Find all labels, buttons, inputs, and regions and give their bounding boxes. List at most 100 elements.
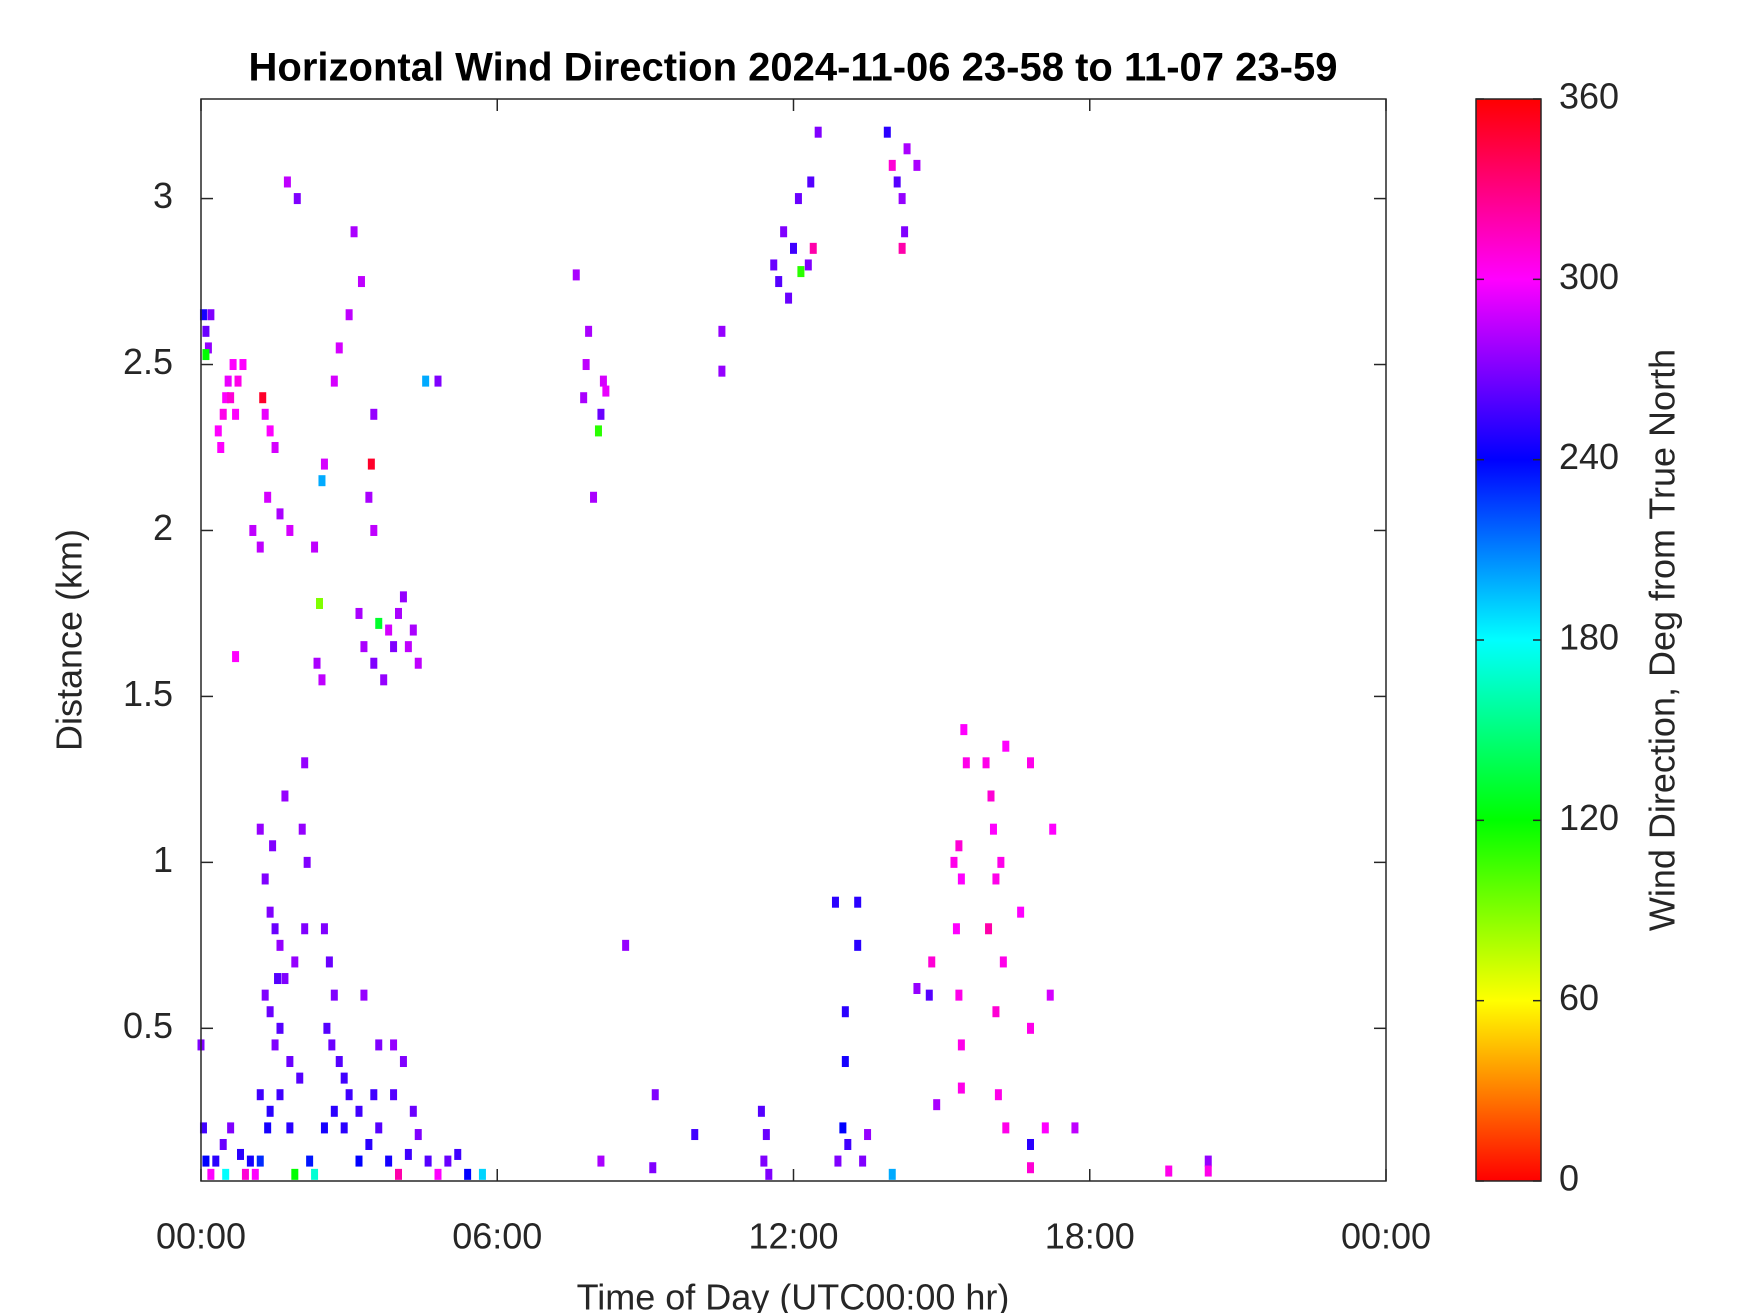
cell — [266, 1006, 274, 1018]
cell — [276, 508, 284, 520]
cell — [957, 873, 965, 885]
colorbar-tick-label: 120 — [1559, 797, 1619, 838]
x-axis-label: Time of Day (UTC00:00 hr) — [577, 1277, 1010, 1313]
cell — [232, 651, 240, 663]
cell — [276, 1022, 284, 1034]
y-tick-label: 1 — [153, 839, 173, 880]
cell — [859, 1155, 867, 1167]
cell — [762, 1129, 770, 1141]
cell — [320, 923, 328, 935]
cell — [831, 896, 839, 908]
cell — [251, 1168, 259, 1180]
colorbar — [1476, 99, 1541, 1181]
cell — [987, 790, 995, 802]
cell — [1002, 1122, 1010, 1134]
colorbar-tick-label: 60 — [1559, 977, 1599, 1018]
cell — [1049, 823, 1057, 835]
cell — [444, 1155, 452, 1167]
cell — [370, 524, 378, 536]
cells — [197, 126, 1212, 1180]
cell — [399, 591, 407, 603]
cell — [839, 1122, 847, 1134]
cell — [385, 624, 393, 636]
cell — [1165, 1165, 1173, 1177]
colorbar-tick-label: 0 — [1559, 1158, 1579, 1199]
cell — [901, 226, 909, 238]
cell — [318, 475, 326, 487]
cell — [790, 242, 797, 254]
cell — [913, 982, 921, 994]
cell — [323, 1022, 331, 1034]
cell — [913, 159, 921, 171]
cell — [1204, 1155, 1212, 1167]
chart-title: Horizontal Wind Direction 2024-11-06 23-… — [249, 46, 1338, 90]
cell — [775, 276, 783, 288]
cell — [340, 1072, 348, 1084]
cell — [335, 1056, 343, 1068]
cell — [804, 259, 812, 271]
cell — [572, 269, 580, 281]
cell — [375, 1039, 383, 1051]
cell — [345, 309, 353, 321]
cell — [241, 1168, 249, 1180]
cell — [256, 541, 264, 553]
cell — [367, 458, 375, 470]
cell — [365, 491, 373, 503]
cell — [217, 441, 225, 453]
cell — [409, 1105, 417, 1117]
colorbar-tick-label: 240 — [1559, 436, 1619, 477]
cell — [597, 1155, 605, 1167]
cell — [281, 973, 289, 985]
cell — [888, 1168, 896, 1180]
cell — [360, 641, 368, 653]
cell — [330, 375, 338, 387]
cell — [330, 989, 338, 1001]
cell — [888, 159, 896, 171]
cell — [928, 956, 936, 968]
cell — [266, 906, 274, 918]
y-tick-label: 0.5 — [123, 1005, 173, 1046]
cell — [794, 193, 802, 205]
cell — [207, 309, 215, 321]
cell — [585, 325, 593, 337]
cell — [594, 425, 602, 437]
cell — [232, 408, 240, 420]
cell — [222, 392, 230, 404]
cell — [834, 1155, 842, 1167]
cell — [219, 1138, 227, 1150]
cell — [261, 989, 269, 1001]
cell — [296, 1072, 304, 1084]
cell — [227, 392, 235, 404]
cell — [454, 1148, 462, 1160]
cell — [1204, 1165, 1212, 1177]
cell — [952, 923, 960, 935]
x-tick-label: 00:00 — [156, 1216, 246, 1257]
cell — [301, 923, 309, 935]
cell — [237, 1148, 244, 1160]
cell — [340, 1122, 348, 1134]
cell — [395, 607, 402, 619]
cell — [1041, 1122, 1049, 1134]
cell — [399, 1056, 407, 1068]
cell — [246, 1155, 254, 1167]
x-tick-label: 06:00 — [452, 1216, 542, 1257]
cell — [854, 939, 862, 951]
cell — [286, 1122, 294, 1134]
cell — [925, 989, 933, 1001]
x-tick-label: 00:00 — [1341, 1216, 1431, 1257]
cell — [306, 1155, 314, 1167]
cell — [276, 1089, 284, 1101]
cell — [1071, 1122, 1079, 1134]
cell — [955, 840, 963, 852]
cell — [760, 1155, 768, 1167]
cell — [357, 276, 365, 288]
cell — [864, 1129, 872, 1141]
cell — [893, 176, 901, 188]
cell — [264, 491, 272, 503]
cell — [1027, 1138, 1034, 1150]
cell — [414, 657, 422, 669]
cell — [414, 1129, 422, 1141]
cell — [256, 1155, 264, 1167]
cell — [590, 491, 598, 503]
